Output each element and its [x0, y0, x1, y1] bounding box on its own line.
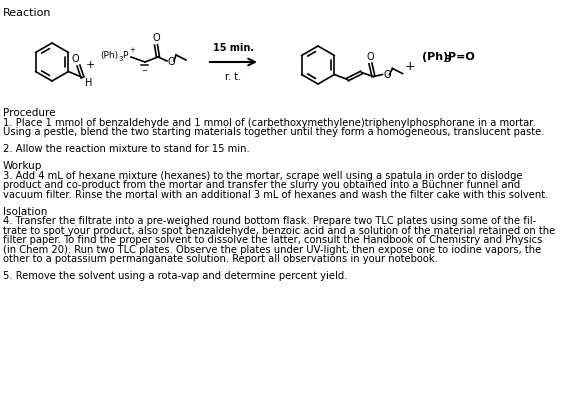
Text: vacuum filter. Rinse the mortal with an additional 3 mL of hexanes and wash the : vacuum filter. Rinse the mortal with an …: [3, 190, 548, 200]
Text: r. t.: r. t.: [226, 72, 242, 82]
Text: (in Chem 20). Run two TLC plates. Observe the plates under UV-light, then expose: (in Chem 20). Run two TLC plates. Observ…: [3, 245, 541, 255]
Text: O: O: [367, 51, 374, 61]
Text: +: +: [405, 61, 415, 74]
Text: 3: 3: [118, 56, 123, 62]
Text: 4. Transfer the filtrate into a pre-weighed round bottom flask. Prepare two TLC : 4. Transfer the filtrate into a pre-weig…: [3, 216, 536, 226]
Text: (Ph): (Ph): [100, 51, 118, 60]
Text: Workup: Workup: [3, 161, 42, 171]
Text: other to a potassium permanganate solution. Report all observations in your note: other to a potassium permanganate soluti…: [3, 254, 438, 264]
Text: 15 min.: 15 min.: [213, 43, 254, 53]
Text: trate to spot your product, also spot benzaldehyde, benzoic acid and a solution : trate to spot your product, also spot be…: [3, 226, 555, 236]
Text: +: +: [129, 47, 135, 53]
Text: −: −: [141, 68, 147, 74]
Text: 3. Add 4 mL of hexane mixture (hexanes) to the mortar, scrape well using a spatu: 3. Add 4 mL of hexane mixture (hexanes) …: [3, 171, 522, 181]
Text: P=O: P=O: [448, 52, 475, 62]
Text: O: O: [168, 57, 176, 67]
Text: 5. Remove the solvent using a rota-vap and determine percent yield.: 5. Remove the solvent using a rota-vap a…: [3, 271, 348, 282]
Text: Isolation: Isolation: [3, 207, 47, 217]
Text: O: O: [384, 69, 391, 80]
Text: O: O: [152, 33, 160, 43]
Text: 1. Place 1 mmol of benzaldehyde and 1 mmol of (carbethoxymethylene)triphenylphos: 1. Place 1 mmol of benzaldehyde and 1 mm…: [3, 118, 536, 128]
Text: Reaction: Reaction: [3, 8, 51, 18]
Text: +: +: [86, 60, 95, 70]
Text: 3: 3: [444, 55, 451, 64]
Text: product and co-product from the mortar and transfer the slurry you obtained into: product and co-product from the mortar a…: [3, 180, 520, 190]
Text: Procedure: Procedure: [3, 108, 55, 118]
Text: H: H: [86, 78, 93, 88]
Text: O: O: [71, 55, 79, 65]
Text: filter paper. To find the proper solvent to dissolve the latter, consult the Han: filter paper. To find the proper solvent…: [3, 235, 542, 245]
Text: P: P: [122, 51, 127, 60]
Text: 2. Allow the reaction mixture to stand for 15 min.: 2. Allow the reaction mixture to stand f…: [3, 144, 250, 154]
Text: (Ph): (Ph): [422, 52, 448, 62]
Text: Using a pestle, blend the two starting materials together until they form a homo: Using a pestle, blend the two starting m…: [3, 127, 545, 137]
